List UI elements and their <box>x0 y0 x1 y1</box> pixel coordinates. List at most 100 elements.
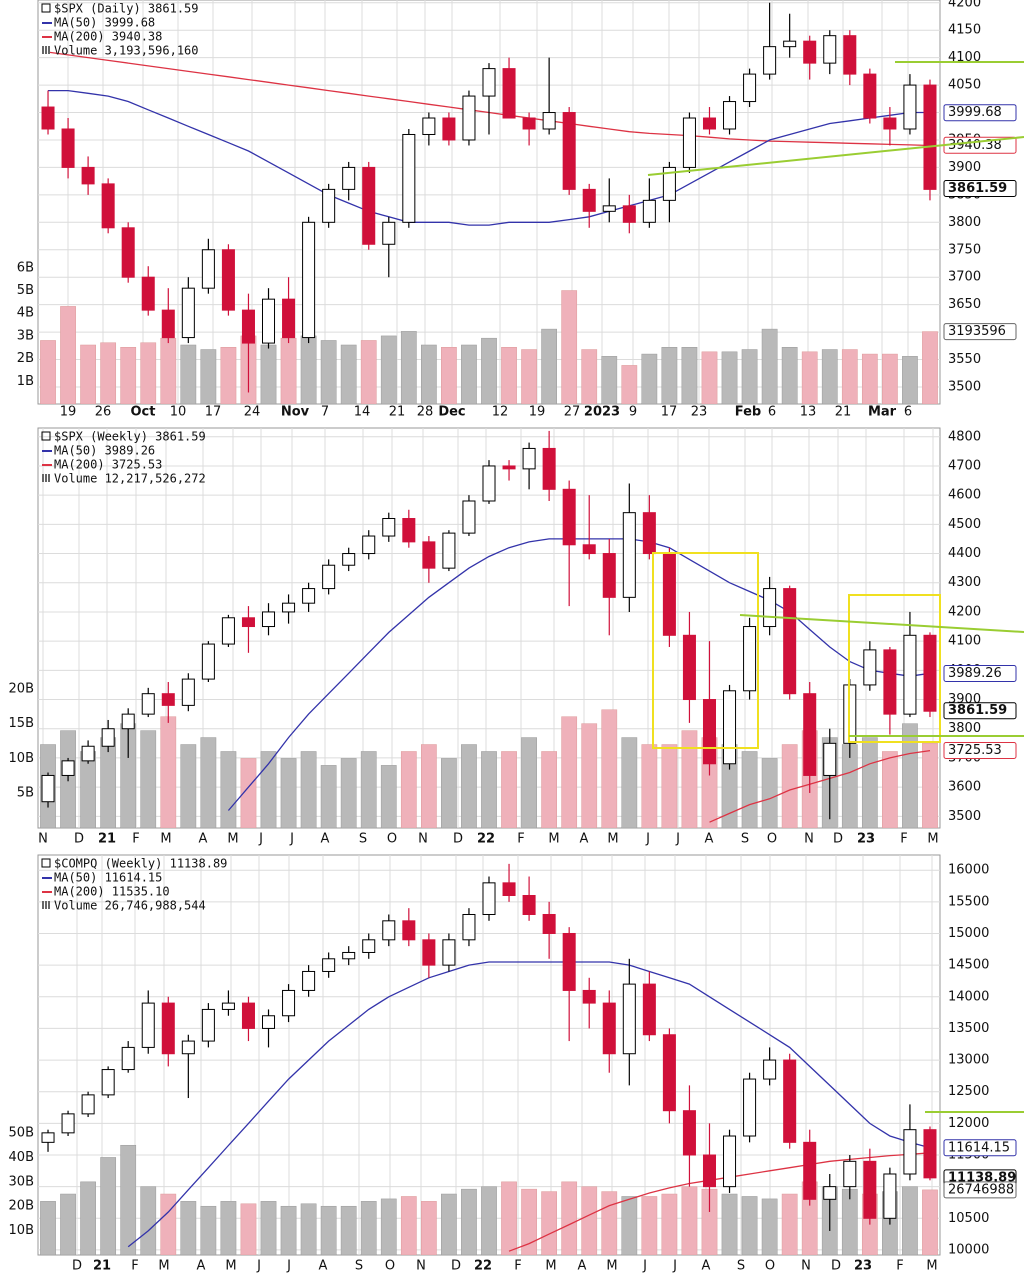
candle-body <box>221 1002 235 1010</box>
volume-bar <box>80 344 96 404</box>
x-tick-label: D <box>831 1259 841 1274</box>
candle-body <box>382 920 396 941</box>
candle-body <box>783 40 797 48</box>
candle-body <box>642 983 656 1036</box>
candle-body <box>161 309 175 339</box>
legend-ma50: MA(50) 11614.15 <box>54 871 162 885</box>
x-tick-label: 22 <box>474 1259 492 1274</box>
x-tick-label: A <box>197 1259 206 1274</box>
legend-title: $SPX (Weekly) 3861.59 <box>54 430 206 444</box>
volume-bar <box>902 356 918 404</box>
candle-body <box>181 287 195 339</box>
y-tick-label: 12000 <box>948 1116 989 1131</box>
volume-bar <box>561 1181 578 1255</box>
candle-body <box>221 249 235 311</box>
volume-bar <box>501 751 517 828</box>
candle-body <box>863 73 877 119</box>
legend-icon <box>41 858 51 868</box>
y-tick-label: 13500 <box>948 1021 989 1036</box>
x-tick-label: J <box>286 1259 291 1274</box>
volume-bar <box>441 347 457 404</box>
volume-bar <box>661 347 678 404</box>
x-tick-label: 23 <box>857 832 875 847</box>
volume-bar <box>561 290 578 404</box>
candle-body <box>462 95 476 141</box>
legend-ma200: MA(200) 11535.10 <box>54 885 170 899</box>
volume-bar <box>521 737 537 828</box>
volume-bar <box>781 1193 798 1255</box>
x-tick-label: O <box>387 832 397 847</box>
x-tick-label: D <box>72 1259 82 1274</box>
volume-bar <box>360 751 377 828</box>
candle-body <box>422 939 436 966</box>
volume-bar <box>761 328 778 404</box>
x-tick-label: N <box>801 1259 811 1274</box>
x-tick-label: N <box>418 832 428 847</box>
ma50-line <box>227 538 931 811</box>
volume-bar <box>200 737 217 828</box>
candle-body <box>763 588 777 628</box>
volume-tag: 26746988 <box>948 1182 1014 1197</box>
x-tick-label: 17 <box>661 405 678 420</box>
candle-body <box>743 1078 757 1137</box>
candle-body <box>723 690 737 765</box>
price-tag: 3989.26 <box>948 666 1002 681</box>
volume-bar <box>661 1193 678 1255</box>
legend-swatch <box>42 474 44 482</box>
candle-body <box>382 221 396 245</box>
candle-body <box>723 1135 737 1188</box>
x-tick-label: 13 <box>800 405 817 420</box>
volume-bar <box>180 344 197 404</box>
volume-tag: 3193596 <box>948 324 1006 339</box>
x-tick-label: N <box>416 1259 426 1274</box>
volume-bar <box>721 1193 738 1255</box>
volume-bar <box>240 1203 257 1255</box>
candle-body <box>101 183 115 229</box>
marks <box>40 863 938 1255</box>
volume-bar <box>180 1201 197 1255</box>
candle-body <box>562 488 576 546</box>
x-tick-label: N <box>804 832 814 847</box>
x-tick-label: F <box>517 832 524 847</box>
candle-body <box>442 939 456 966</box>
candle-body <box>883 117 897 130</box>
legend-volume: Volume 26,746,988,544 <box>54 899 206 913</box>
x-tick-label: M <box>607 832 618 847</box>
candle-body <box>803 693 817 776</box>
candle-body <box>462 500 476 534</box>
volume-bar <box>140 730 157 828</box>
candle-body <box>662 166 676 201</box>
volume-bar <box>200 349 217 404</box>
candle-body <box>41 106 55 130</box>
volume-bar <box>220 1201 237 1255</box>
y-tick-label: 3650 <box>948 297 981 312</box>
y-tick-label: 3500 <box>948 379 981 394</box>
x-tick-label: 9 <box>629 405 637 420</box>
x-tick-label: F <box>131 1259 138 1274</box>
trend-line <box>739 614 1024 633</box>
volume-bar <box>100 342 117 404</box>
candle-body <box>502 68 516 119</box>
annotations <box>647 61 1024 1113</box>
volume-bar <box>220 347 237 404</box>
volume-tag-box <box>943 1181 1017 1199</box>
volume-bar <box>681 347 698 404</box>
x-tick-label: 27 <box>564 405 581 420</box>
price-tag-box <box>943 702 1017 720</box>
volume-bar <box>721 351 738 404</box>
legend-volume: Volume 3,193,596,160 <box>54 44 199 58</box>
y-tick-label: 4700 <box>948 458 981 473</box>
x-tick-label: Oct <box>131 405 156 420</box>
x-tick-label: S <box>737 1259 745 1274</box>
candle-body <box>121 227 135 278</box>
x-tick-label: A <box>321 832 330 847</box>
candle-body <box>342 166 356 190</box>
volume-bar <box>761 758 778 828</box>
volume-tick-label: 10B <box>9 751 34 766</box>
x-tick-label: A <box>199 832 208 847</box>
y-tick-label: 3500 <box>948 809 981 824</box>
candle-body <box>362 939 376 953</box>
x-tick-label: 17 <box>205 405 222 420</box>
candle-body <box>181 678 195 706</box>
candle-body <box>61 1113 75 1134</box>
